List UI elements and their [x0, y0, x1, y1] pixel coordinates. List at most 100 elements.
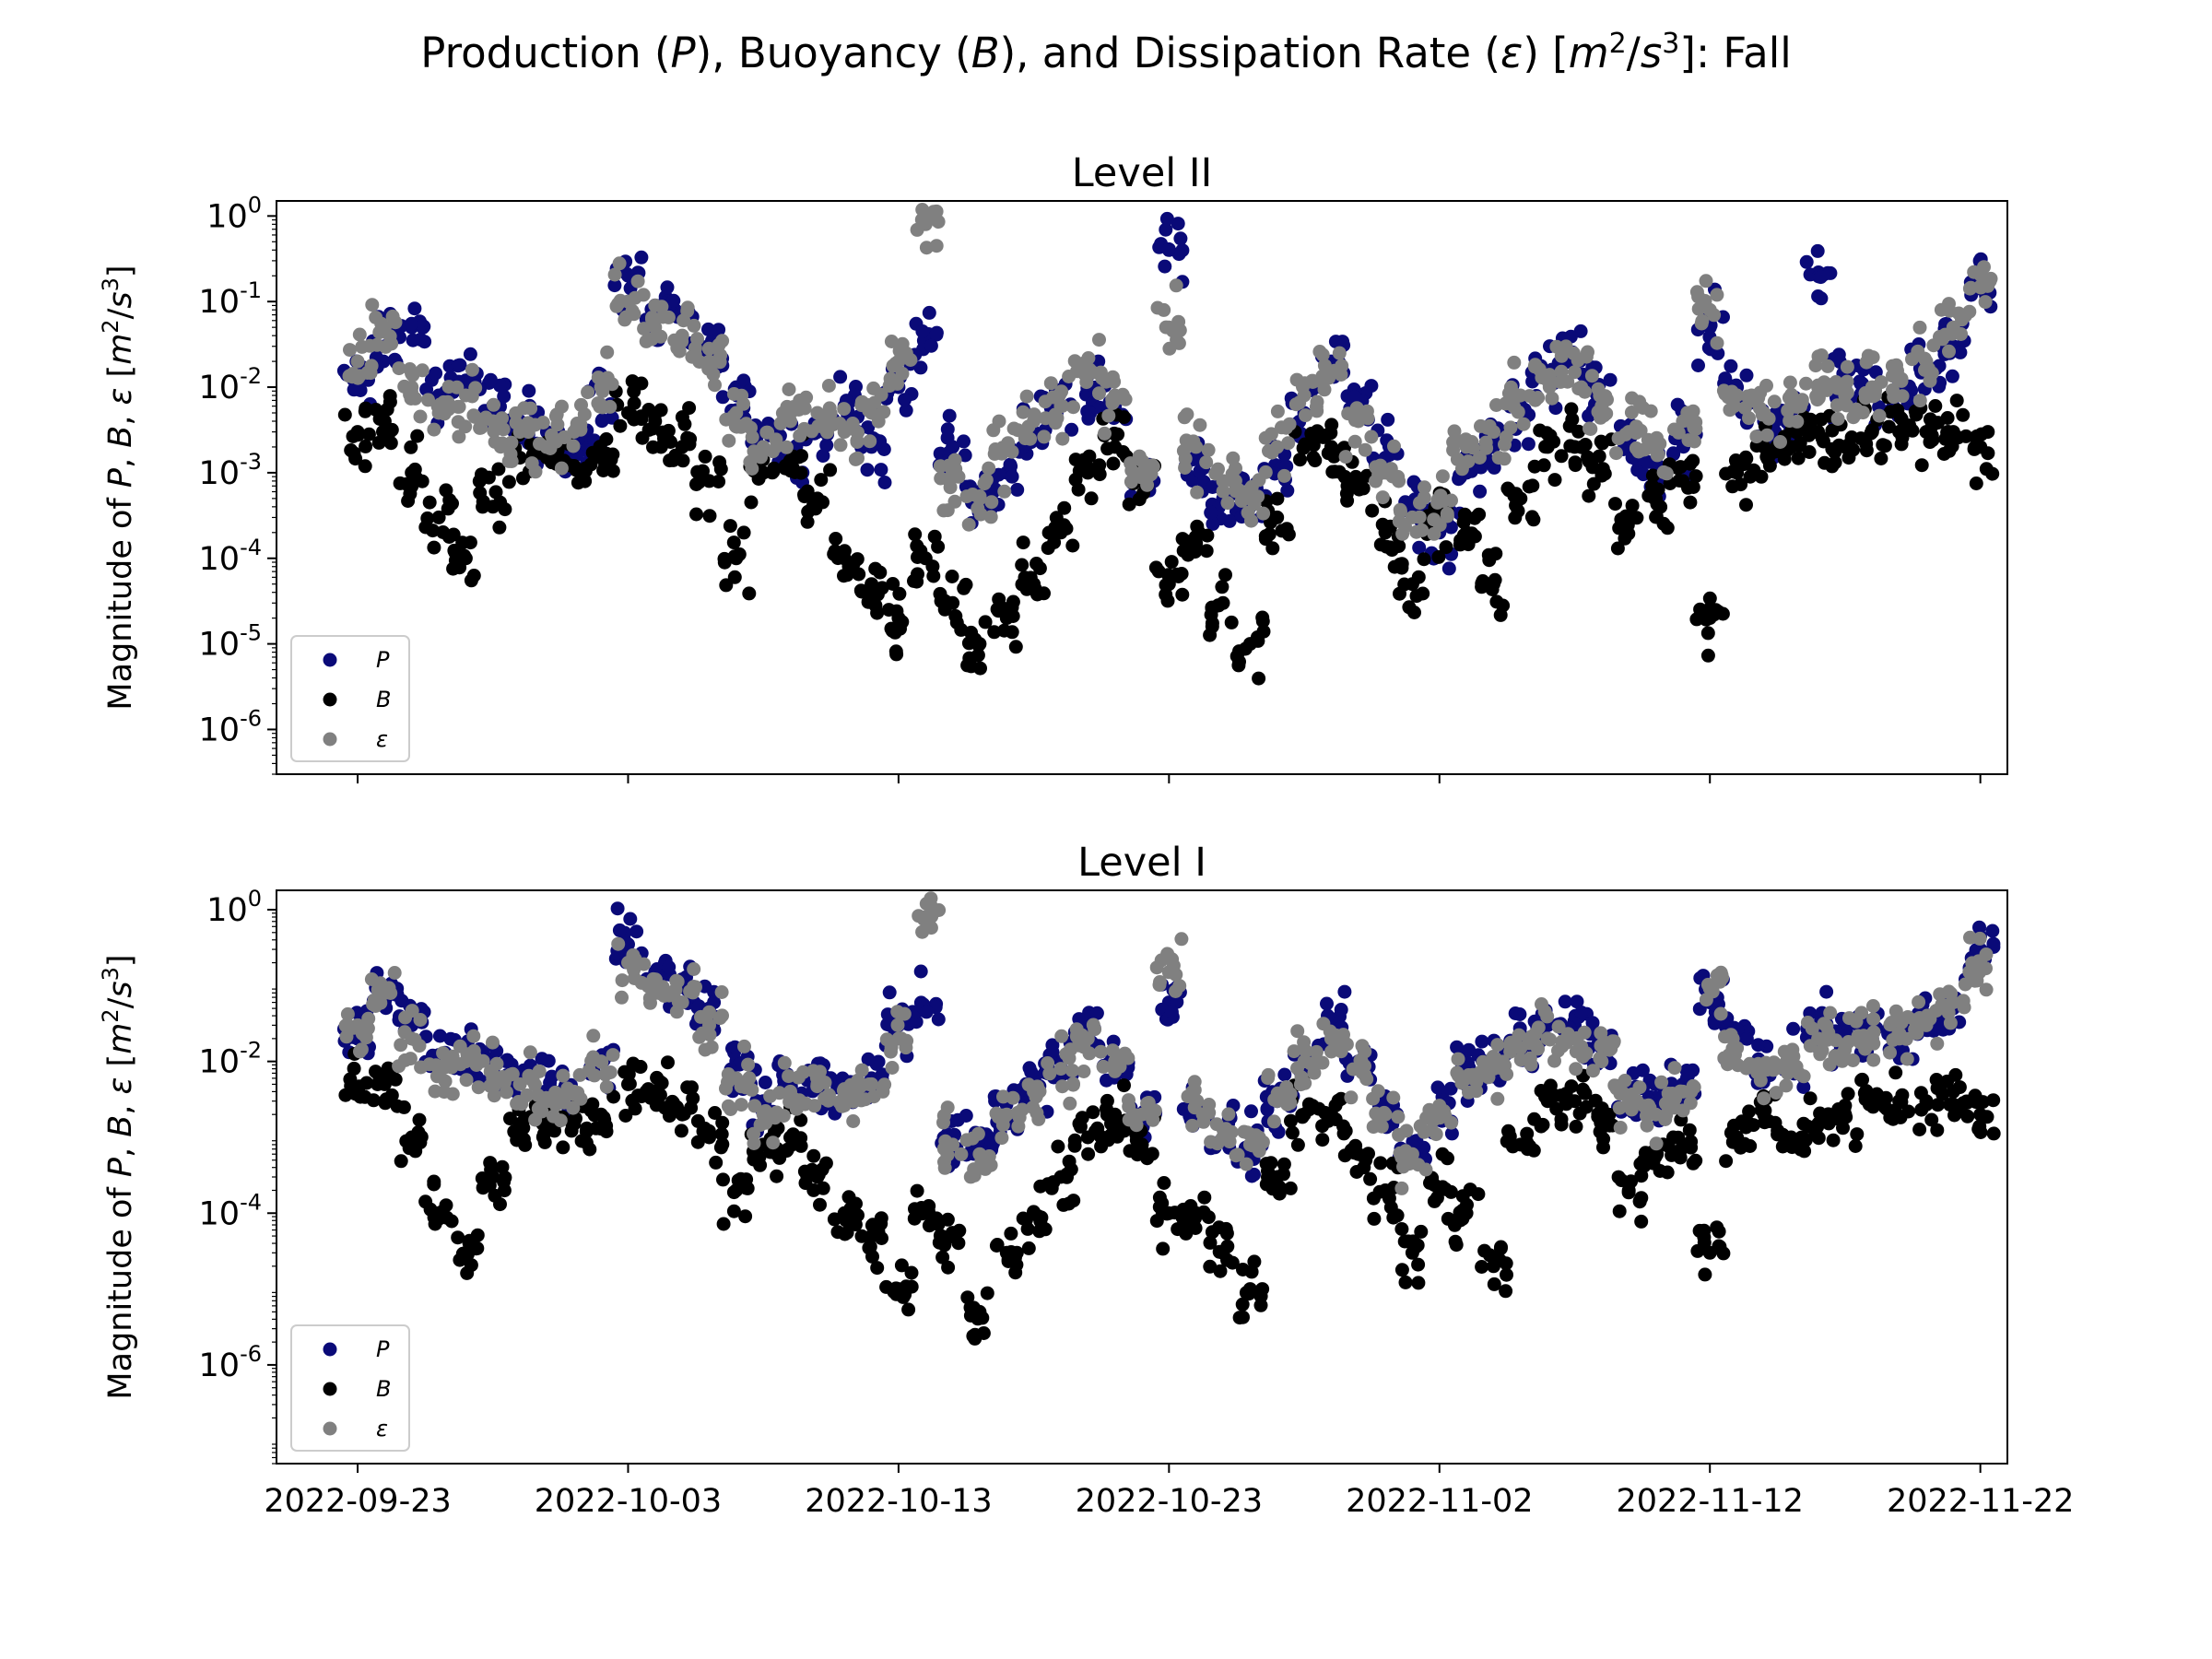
noise-point: [1454, 462, 1469, 477]
noise-point: [778, 461, 793, 476]
noise-point: [1129, 1133, 1144, 1147]
noise-point: [921, 1204, 935, 1218]
noise-point: [554, 461, 569, 476]
y-tick-label: 10-6: [199, 705, 262, 748]
noise-point: [483, 372, 498, 387]
noise-point: [1783, 375, 1797, 390]
noise-point: [1135, 454, 1150, 468]
noise-point: [1490, 1038, 1505, 1053]
noise-point: [1676, 1103, 1690, 1118]
noise-point: [369, 1065, 382, 1079]
noise-point: [1109, 1117, 1124, 1132]
noise-point: [1367, 1211, 1382, 1226]
noise-point: [535, 416, 550, 429]
noise-point: [1522, 479, 1536, 494]
noise-point: [1435, 469, 1450, 484]
noise-point: [1461, 537, 1476, 552]
noise-point: [1667, 1091, 1682, 1106]
noise-point: [352, 327, 367, 342]
noise-point: [877, 1077, 892, 1092]
noise-point: [1969, 477, 1983, 490]
noise-point: [359, 1030, 373, 1045]
noise-point: [1185, 474, 1200, 488]
noise-point: [1574, 380, 1589, 394]
noise-point: [429, 1069, 444, 1084]
noise-point: [713, 462, 728, 477]
noise-point: [581, 385, 595, 400]
noise-point: [1371, 1084, 1385, 1099]
noise-point: [586, 1029, 601, 1043]
noise-point: [1825, 423, 1840, 438]
panel-title: Level I: [1077, 840, 1206, 886]
noise-point: [1564, 1079, 1579, 1094]
noise-point: [518, 1137, 533, 1152]
panel-title: Level II: [1072, 150, 1213, 196]
noise-point: [403, 1052, 418, 1066]
noise-point: [1465, 526, 1479, 541]
data-point: [1053, 1062, 1068, 1077]
noise-point: [706, 367, 721, 382]
noise-point: [1411, 570, 1426, 584]
noise-point: [465, 389, 479, 404]
noise-point: [1266, 1114, 1281, 1129]
noise-point: [1719, 466, 1734, 481]
noise-point: [879, 1032, 894, 1047]
noise-point: [1441, 561, 1456, 576]
legend-label: B: [376, 687, 391, 712]
noise-point: [663, 453, 677, 468]
noise-point: [1654, 1075, 1669, 1089]
noise-point: [1543, 1032, 1558, 1047]
noise-point: [982, 1149, 996, 1163]
noise-point: [404, 392, 418, 406]
y-tick-label: 10-5: [199, 620, 262, 664]
noise-point: [582, 1064, 596, 1078]
noise-point: [1886, 369, 1900, 383]
noise-point: [734, 1098, 748, 1112]
noise-point: [1116, 1050, 1131, 1065]
noise-point: [374, 316, 389, 331]
noise-point: [1610, 541, 1625, 556]
noise-point: [1423, 1176, 1437, 1190]
noise-point: [1554, 364, 1569, 379]
noise-point: [585, 445, 600, 460]
noise-point: [392, 361, 406, 376]
noise-point: [898, 1288, 912, 1302]
noise-point: [736, 525, 751, 540]
noise-point: [1122, 1093, 1135, 1108]
x-tick-label: 2022-10-13: [805, 1483, 992, 1520]
noise-point: [409, 471, 424, 486]
noise-point: [1443, 1081, 1458, 1096]
noise-point: [1507, 488, 1522, 503]
noise-point: [518, 1112, 532, 1126]
noise-point: [1981, 446, 1995, 461]
noise-point: [1823, 1006, 1838, 1020]
noise-point: [1450, 1065, 1465, 1080]
noise-point: [1572, 1106, 1587, 1121]
noise-point: [355, 339, 370, 354]
noise-point: [1337, 984, 1352, 999]
noise-point: [777, 1055, 792, 1070]
noise-point: [910, 1206, 924, 1220]
noise-point: [1894, 1095, 1909, 1110]
noise-point: [861, 420, 876, 435]
noise-point: [1683, 495, 1698, 510]
noise-point: [890, 1018, 905, 1032]
noise-point: [1499, 1284, 1513, 1299]
noise-point: [931, 1012, 946, 1027]
noise-point: [782, 382, 796, 396]
noise-point: [1306, 438, 1321, 453]
noise-point: [1359, 404, 1374, 418]
noise-point: [1511, 405, 1525, 419]
noise-point: [1963, 280, 1978, 295]
noise-point: [1057, 500, 1072, 515]
noise-point: [687, 962, 701, 976]
noise-point: [1451, 1052, 1465, 1066]
noise-point: [1789, 425, 1804, 440]
noise-point: [1591, 1107, 1606, 1122]
noise-point: [1373, 1156, 1388, 1171]
noise-point: [901, 1302, 916, 1317]
noise-point: [821, 1093, 836, 1108]
noise-point: [1267, 1092, 1282, 1107]
noise-point: [1543, 1092, 1558, 1107]
noise-point: [933, 586, 947, 601]
